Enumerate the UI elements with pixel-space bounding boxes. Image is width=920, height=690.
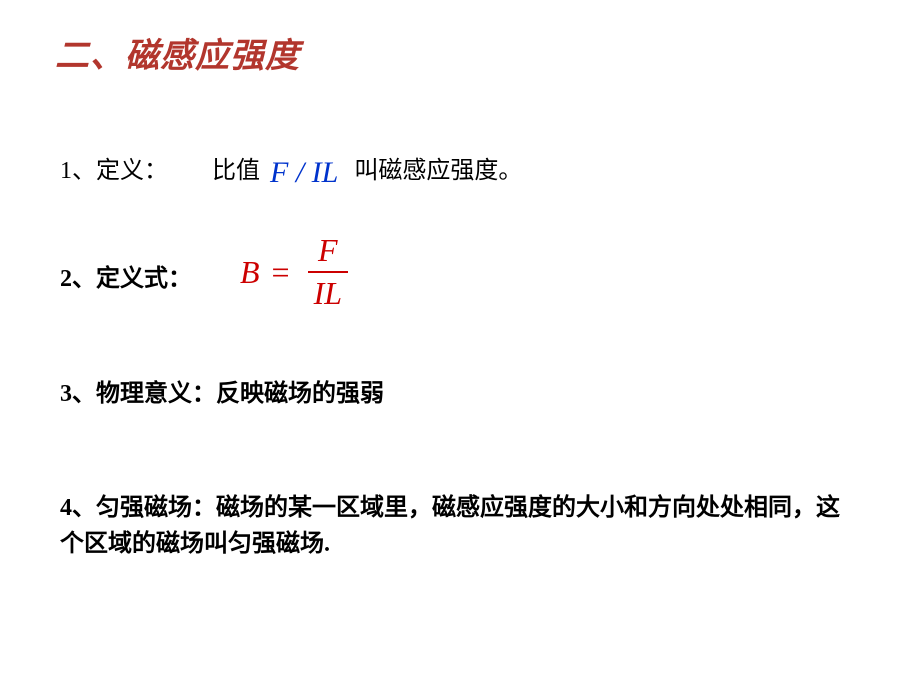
item-2-label: 2、定义式： [60, 261, 192, 297]
formula-ratio-inline: F / IL [270, 150, 338, 195]
item-2-definition-formula: 2、定义式： [60, 260, 192, 297]
formula-numerator: F [308, 232, 348, 271]
formula-b-equals-f-over-il: B = F IL [240, 232, 348, 312]
formula-denominator: IL [308, 271, 348, 312]
slide: 二、磁感应强度 1、定义： 比值 F / IL 叫磁感应强度。 2、定义式： B… [0, 0, 920, 690]
item-1-post-text: 叫磁感应强度。 [354, 158, 522, 184]
section-title: 二、磁感应强度 [55, 28, 300, 77]
item-4-uniform-field: 4、匀强磁场：磁场的某一区域里，磁感应强度的大小和方向处处相同，这个区域的磁场叫… [60, 490, 840, 562]
item-1-label: 1、定义： [60, 158, 168, 184]
item-1-pre-text: 比值 [212, 158, 260, 184]
formula-fraction: F IL [308, 232, 348, 312]
formula-equals: = [272, 254, 290, 290]
item-1-definition: 1、定义： 比值 F / IL 叫磁感应强度。 [60, 150, 522, 195]
formula-lhs: B [240, 254, 260, 290]
item-3-physical-meaning: 3、物理意义：反映磁场的强弱 [60, 376, 384, 412]
